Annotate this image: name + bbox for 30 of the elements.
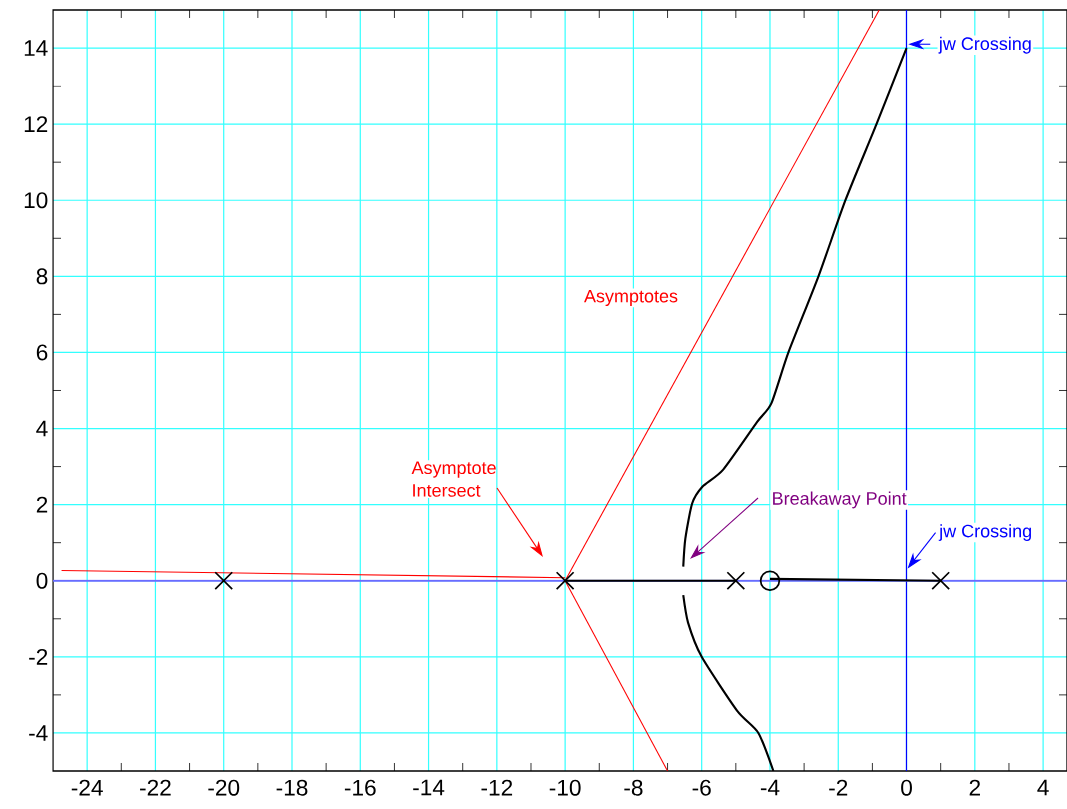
x-tick-label: -12 [481, 779, 513, 796]
x-tick-label: 4 [1037, 779, 1049, 796]
annotation: Asymptotes [584, 289, 678, 307]
y-tick-label: 12 [24, 116, 48, 133]
y-tick-label: -2 [29, 648, 48, 665]
x-tick-label: -18 [276, 779, 308, 796]
x-tick-label: 0 [901, 779, 912, 796]
x-tick-label: -2 [829, 779, 848, 796]
annotation: Breakaway Point [773, 491, 907, 509]
y-tick-label: 0 [36, 572, 48, 589]
x-tick-label: -16 [344, 779, 376, 796]
x-tick-label: -20 [208, 779, 240, 796]
y-tick-label: 14 [24, 40, 48, 56]
x-tick-label: 2 [969, 779, 980, 796]
x-tick-label: -10 [549, 779, 581, 796]
x-tick-label: -24 [71, 779, 103, 796]
y-tick-label: 2 [36, 496, 48, 513]
y-tick-label: -4 [29, 725, 48, 741]
x-tick-label: -6 [692, 779, 711, 796]
y-tick-label: 6 [36, 344, 48, 361]
x-tick-label: -22 [140, 779, 171, 796]
annotation: Asymptote Intersect [411, 461, 496, 497]
y-tick-label: 4 [36, 420, 48, 437]
y-tick-label: 10 [24, 192, 48, 209]
annotation: jw Crossing [938, 36, 1031, 54]
x-tick-label: -8 [624, 779, 643, 796]
y-tick-label: 8 [36, 268, 48, 285]
x-tick-label: -14 [413, 779, 445, 796]
x-tick-label: -4 [760, 779, 780, 796]
annotation: jw Crossing [938, 524, 1031, 541]
